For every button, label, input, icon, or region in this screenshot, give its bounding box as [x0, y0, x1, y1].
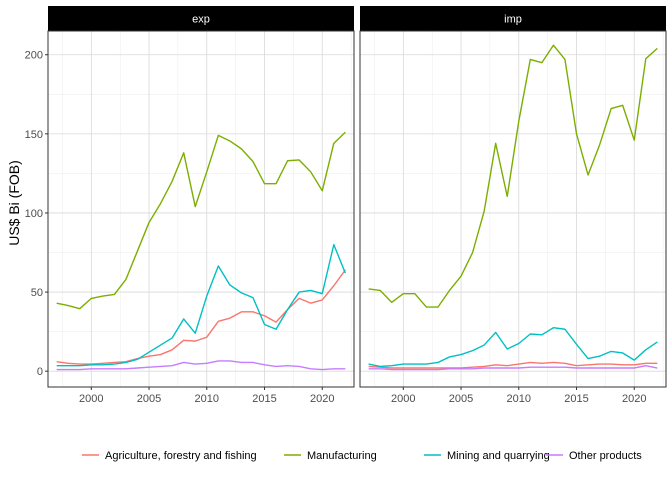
- legend-label-agriculture-forestry-and-fishing: Agriculture, forestry and fishing: [105, 450, 257, 462]
- series-line-manufacturing: [56, 131, 346, 310]
- x-tick-label: 2000: [79, 393, 103, 405]
- y-tick-label: 100: [25, 208, 43, 220]
- legend-label-mining-and-quarrying: Mining and quarrying: [447, 450, 550, 462]
- series-line-mining-and-quarrying: [368, 326, 658, 368]
- y-tick-label: 150: [25, 129, 43, 141]
- x-tick-label: 2005: [137, 393, 161, 405]
- strip-label-imp: imp: [504, 14, 522, 26]
- strip-exp: [48, 6, 354, 31]
- panel-background: [360, 31, 666, 387]
- series-line-agriculture-forestry-and-fishing: [368, 361, 658, 369]
- series-line-agriculture-forestry-and-fishing: [56, 269, 346, 365]
- panel-imp: imp 2000 2005 2010 2015 2020: [359, 6, 667, 405]
- legend-label-other-products: Other products: [569, 450, 642, 462]
- series-line-other-products: [368, 364, 658, 371]
- y-axis-title: US$ Bi (FOB): [6, 160, 22, 246]
- y-tick-label: 200: [25, 50, 43, 62]
- series-line-manufacturing: [368, 44, 658, 308]
- panel-border: [47, 30, 355, 388]
- x-tick-label: 2010: [195, 393, 219, 405]
- series-line-mining-and-quarrying: [56, 243, 346, 367]
- legend: Agriculture, forestry and fishing Manufac…: [82, 450, 642, 462]
- y-tick-label: 50: [31, 287, 43, 299]
- y-tick-label: 0: [37, 366, 43, 378]
- x-tick-label: 2020: [622, 393, 646, 405]
- strip-label-exp: exp: [192, 14, 210, 26]
- panel-exp: exp 2000 2005 2010 2015 2020 0 50 100 150 200: [25, 6, 355, 405]
- x-tick-label: 2015: [564, 393, 588, 405]
- series-line-other-products: [56, 360, 346, 371]
- panel-background: [48, 31, 354, 387]
- panels: exp 2000 2005 2010 2015 2020 0 50 100 150 200 imp 20…: [25, 6, 667, 405]
- strip-imp: [360, 6, 666, 31]
- x-tick-label: 2010: [507, 393, 531, 405]
- x-tick-label: 2020: [310, 393, 334, 405]
- x-tick-label: 2005: [449, 393, 473, 405]
- x-tick-label: 2015: [252, 393, 276, 405]
- panel-border: [359, 30, 667, 388]
- x-tick-label: 2000: [391, 393, 415, 405]
- legend-label-manufacturing: Manufacturing: [307, 450, 377, 462]
